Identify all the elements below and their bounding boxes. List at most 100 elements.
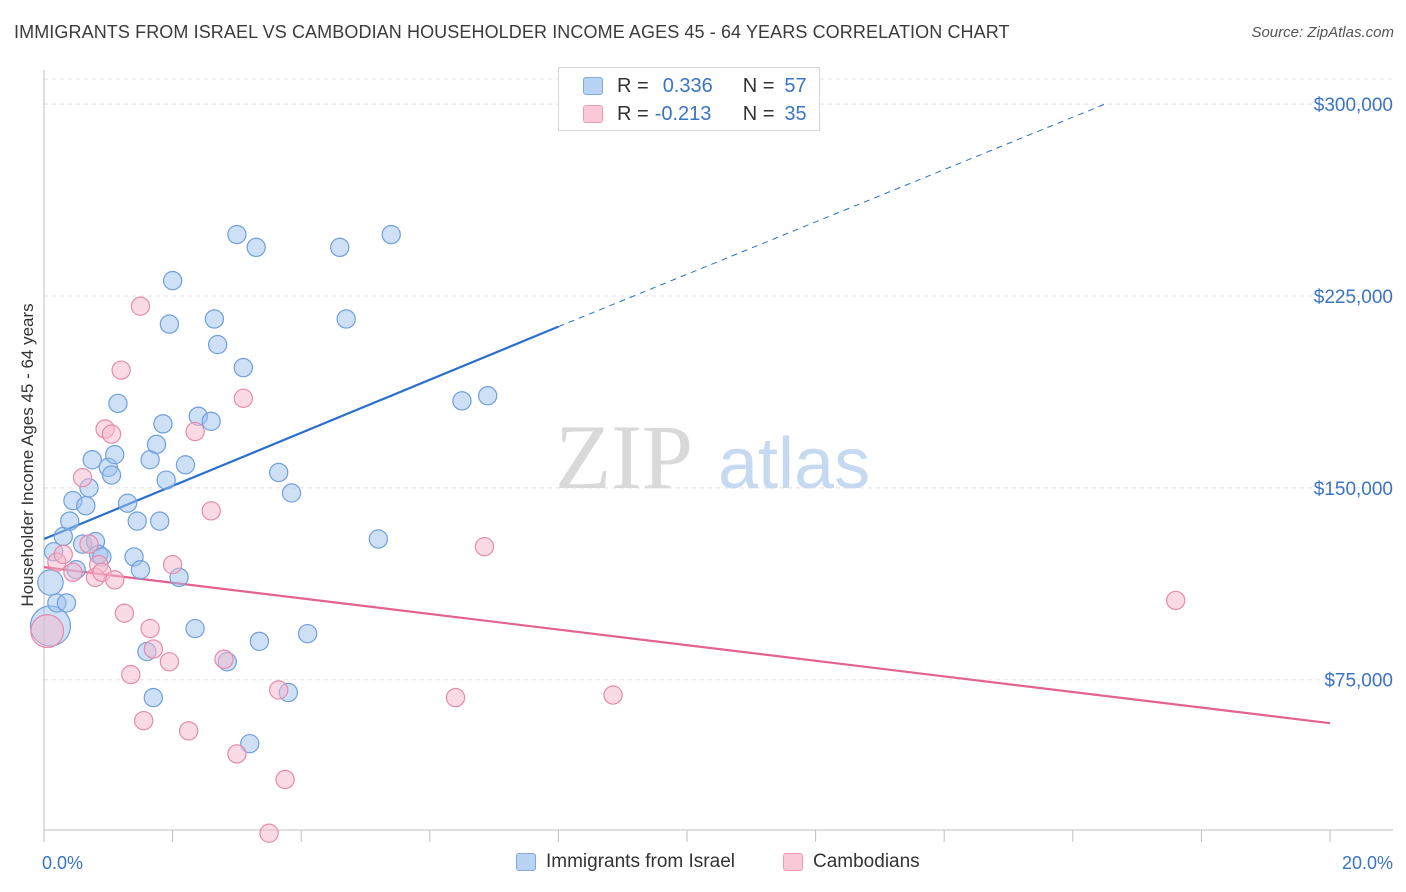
data-point (330, 237, 350, 258)
data-point (381, 224, 401, 245)
data-point (227, 744, 247, 764)
data-point (204, 309, 225, 329)
y-tick-label: $150,000 (1314, 479, 1393, 500)
data-point (269, 462, 289, 483)
data-point (37, 569, 64, 596)
legend-n-label: N = (742, 74, 775, 97)
data-point (108, 393, 128, 414)
data-point (76, 496, 96, 516)
legend-row-cambodians: R = -0.213 N = 35 (583, 101, 807, 127)
legend-n-value: 57 (784, 74, 807, 97)
legend-n-label: N = (742, 102, 775, 125)
series-legend-cambodians: Cambodians (783, 851, 920, 873)
legend-r-label: R = (617, 74, 649, 97)
data-point (452, 391, 472, 411)
trend-line-cambodians (43, 566, 1331, 725)
data-point (178, 721, 199, 741)
data-point (150, 511, 170, 531)
data-point (477, 386, 498, 406)
data-point (214, 649, 234, 669)
data-point (281, 483, 302, 503)
legend-r-value: -0.213 (654, 102, 712, 125)
data-point (603, 685, 623, 705)
data-point (130, 296, 151, 316)
y-tick-label: $300,000 (1314, 95, 1393, 116)
series-points-cambodians (30, 296, 1186, 843)
data-point (156, 470, 176, 490)
watermark-zip: ZIP (555, 406, 693, 508)
x-tick-label-start: 0.0% (42, 853, 83, 873)
legend-r-value: 0.336 (662, 74, 713, 97)
series-label-cambodians: Cambodians (813, 851, 920, 872)
data-point (101, 465, 122, 485)
chart-source: Source: ZipAtlas.com (1251, 24, 1394, 41)
data-point (60, 511, 80, 531)
y-tick-label: $75,000 (1324, 671, 1393, 692)
tick-labels: $75,000 $150,000 $225,000 $300,000 0.0% 20.0% (42, 95, 1393, 873)
data-point (101, 424, 122, 444)
data-point (159, 652, 180, 672)
data-point (368, 529, 389, 549)
data-point (56, 593, 77, 613)
data-point (445, 687, 466, 708)
data-point (159, 314, 180, 334)
series-points-israel (29, 224, 498, 754)
data-point (246, 237, 266, 258)
data-points (29, 224, 1186, 843)
watermark: ZIP atlas (555, 406, 870, 508)
y-tick-label: $225,000 (1314, 287, 1393, 308)
data-point (111, 360, 131, 380)
data-point (146, 434, 167, 455)
data-point (121, 664, 141, 685)
data-point (185, 618, 205, 639)
data-point (63, 562, 83, 582)
data-point (336, 309, 356, 329)
series-label-israel: Immigrants from Israel (546, 851, 735, 872)
y-axis-label: Householder Income Ages 45 - 64 years (18, 303, 37, 606)
series-swatch-cambodians (783, 853, 803, 871)
data-point (269, 680, 289, 700)
legend-n-value: 35 (784, 102, 807, 125)
x-tick-label-end: 20.0% (1342, 853, 1393, 873)
data-point (162, 554, 183, 575)
legend-swatch-israel (583, 77, 603, 95)
gridlines (44, 78, 1393, 681)
data-point (240, 733, 260, 754)
data-point (162, 270, 183, 291)
data-point (114, 603, 135, 623)
data-point (233, 357, 254, 378)
data-point (297, 623, 318, 644)
data-point (259, 823, 279, 843)
data-point (105, 444, 125, 465)
data-point (275, 769, 295, 790)
watermark-atlas: atlas (718, 424, 870, 504)
chart-title: IMMIGRANTS FROM ISRAEL VS CAMBODIAN HOUS… (14, 22, 1010, 42)
data-point (143, 639, 164, 659)
trend-line-extension (558, 103, 1106, 328)
data-point (105, 570, 125, 590)
data-point (474, 536, 495, 557)
legend-row-israel: R = 0.336 N = 57 (583, 73, 807, 99)
data-point (130, 560, 151, 580)
data-point (233, 388, 254, 408)
data-point (133, 710, 154, 731)
data-point (117, 493, 138, 513)
series-swatch-israel (516, 853, 536, 871)
data-point (143, 687, 164, 708)
data-point (227, 224, 247, 245)
data-point (30, 614, 65, 649)
series-legend-israel: Immigrants from Israel (516, 851, 735, 873)
data-point (140, 618, 160, 639)
legend-r-label: R = (617, 102, 649, 125)
data-point (207, 334, 228, 355)
data-point (201, 411, 221, 432)
data-point (175, 455, 196, 475)
data-point (127, 511, 147, 531)
data-point (153, 414, 173, 434)
data-point (249, 631, 270, 652)
legend-swatch-cambodians (583, 105, 603, 123)
data-point (201, 501, 221, 521)
data-point (72, 467, 93, 488)
data-point (79, 534, 99, 554)
